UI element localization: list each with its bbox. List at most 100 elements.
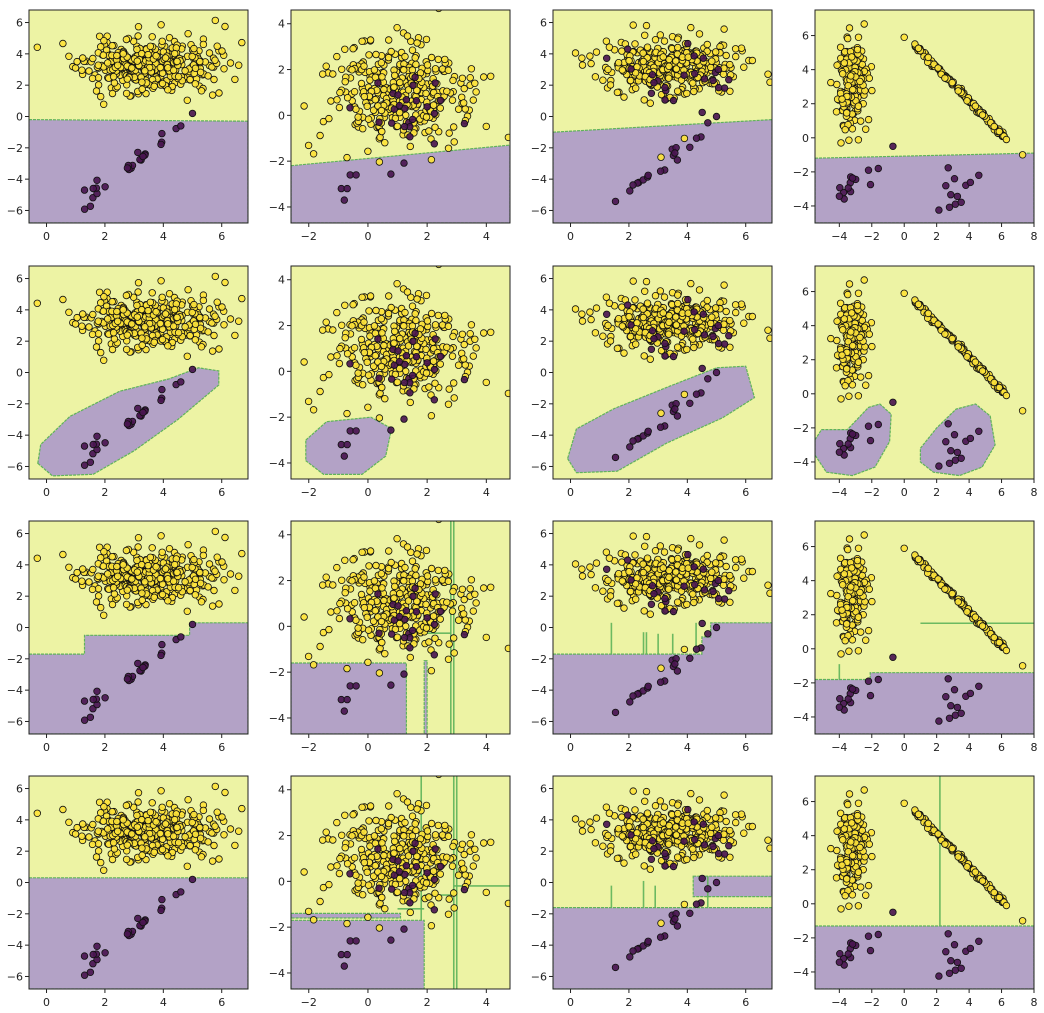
data-point-class-1 — [156, 574, 164, 583]
data-point-class-1 — [408, 302, 417, 310]
axes-frame — [290, 9, 511, 224]
data-point-class-1 — [113, 61, 122, 70]
data-point-class-1 — [364, 403, 372, 411]
data-point-class-0 — [944, 420, 952, 428]
data-point-class-1 — [174, 584, 183, 592]
data-point-class-1 — [133, 568, 141, 576]
data-point-class-1 — [839, 326, 847, 334]
data-point-class-0 — [698, 108, 706, 117]
data-point-class-1 — [845, 647, 853, 655]
data-point-class-1 — [354, 369, 362, 377]
data-point-class-1 — [123, 586, 131, 594]
data-point-class-1 — [319, 581, 327, 589]
data-point-class-0 — [352, 171, 360, 179]
data-point-class-1 — [631, 296, 639, 304]
data-point-class-1 — [640, 352, 648, 360]
data-point-class-0 — [374, 335, 382, 343]
data-point-class-1 — [85, 323, 93, 331]
x-tick-label: 0 — [43, 486, 50, 499]
data-point-class-0 — [158, 640, 166, 649]
data-point-class-0 — [629, 437, 637, 445]
data-point-class-0 — [700, 586, 709, 594]
data-point-class-1 — [319, 70, 327, 78]
data-point-class-1 — [487, 72, 495, 80]
data-point-class-1 — [215, 89, 223, 97]
data-point-class-1 — [211, 56, 219, 64]
data-point-class-0 — [134, 659, 142, 668]
data-point-class-1 — [854, 358, 863, 366]
data-point-class-0 — [953, 448, 962, 457]
data-point-class-1 — [208, 602, 217, 610]
x-tick-label: 4 — [684, 230, 691, 243]
data-point-class-1 — [954, 343, 962, 351]
data-point-class-1 — [458, 74, 467, 82]
data-point-class-0 — [395, 357, 404, 366]
data-point-class-1 — [385, 547, 393, 555]
data-point-class-1 — [435, 521, 443, 524]
data-point-class-0 — [460, 630, 469, 639]
data-point-class-1 — [454, 616, 463, 624]
data-point-class-1 — [764, 581, 772, 589]
data-point-class-1 — [210, 331, 218, 340]
data-point-class-1 — [689, 590, 697, 598]
data-point-class-1 — [204, 328, 212, 336]
data-point-class-0 — [343, 695, 351, 704]
data-point-class-1 — [832, 619, 841, 627]
data-point-class-1 — [96, 348, 105, 357]
data-point-class-1 — [642, 277, 651, 286]
y-tick-label: 4 — [16, 48, 23, 61]
data-point-class-1 — [673, 343, 682, 351]
data-point-class-1 — [113, 562, 121, 571]
data-point-class-1 — [94, 330, 103, 338]
data-point-class-1 — [138, 341, 146, 349]
data-point-class-1 — [378, 127, 386, 136]
data-point-class-0 — [134, 148, 142, 157]
data-point-class-1 — [659, 564, 667, 572]
data-point-class-1 — [150, 338, 158, 346]
data-point-class-1 — [858, 571, 866, 580]
data-point-class-1 — [377, 106, 386, 115]
data-point-class-1 — [238, 294, 246, 303]
data-point-class-0 — [343, 440, 351, 449]
x-tick-label: 2 — [424, 230, 431, 243]
data-point-class-1 — [450, 634, 458, 642]
data-point-class-0 — [866, 180, 875, 189]
data-point-class-1 — [656, 31, 664, 39]
data-point-class-1 — [643, 43, 652, 51]
data-point-class-1 — [184, 541, 192, 549]
data-point-class-1 — [220, 576, 228, 584]
data-point-class-0 — [725, 75, 733, 84]
data-point-class-1 — [343, 153, 351, 162]
data-point-class-1 — [191, 336, 199, 344]
axes-frame — [814, 520, 1035, 735]
data-point-class-0 — [874, 420, 882, 429]
data-point-class-1 — [94, 592, 103, 600]
data-point-class-1 — [363, 613, 371, 621]
data-point-class-1 — [393, 122, 402, 130]
data-point-class-1 — [170, 560, 179, 569]
decision-region-class-0 — [919, 403, 996, 477]
data-point-class-1 — [360, 573, 368, 581]
data-point-class-1 — [948, 78, 956, 87]
data-point-class-1 — [660, 293, 669, 301]
data-point-class-1 — [427, 412, 436, 420]
data-point-class-1 — [144, 306, 152, 315]
data-point-class-1 — [357, 335, 366, 344]
x-tick-label: 4 — [160, 230, 167, 243]
data-point-class-1 — [234, 61, 243, 69]
decision-region-class-0 — [423, 660, 428, 734]
data-point-class-1 — [674, 546, 682, 554]
data-point-class-0 — [686, 399, 694, 407]
data-point-class-0 — [864, 166, 873, 174]
data-point-class-1 — [438, 65, 447, 73]
data-point-class-0 — [656, 678, 665, 686]
data-point-class-0 — [957, 709, 965, 717]
data-point-class-0 — [188, 365, 197, 374]
data-point-class-1 — [369, 106, 378, 114]
data-point-class-1 — [333, 308, 341, 317]
data-point-class-1 — [687, 23, 695, 32]
data-point-class-1 — [651, 292, 660, 300]
data-point-class-1 — [626, 332, 635, 341]
data-point-class-1 — [620, 93, 628, 101]
